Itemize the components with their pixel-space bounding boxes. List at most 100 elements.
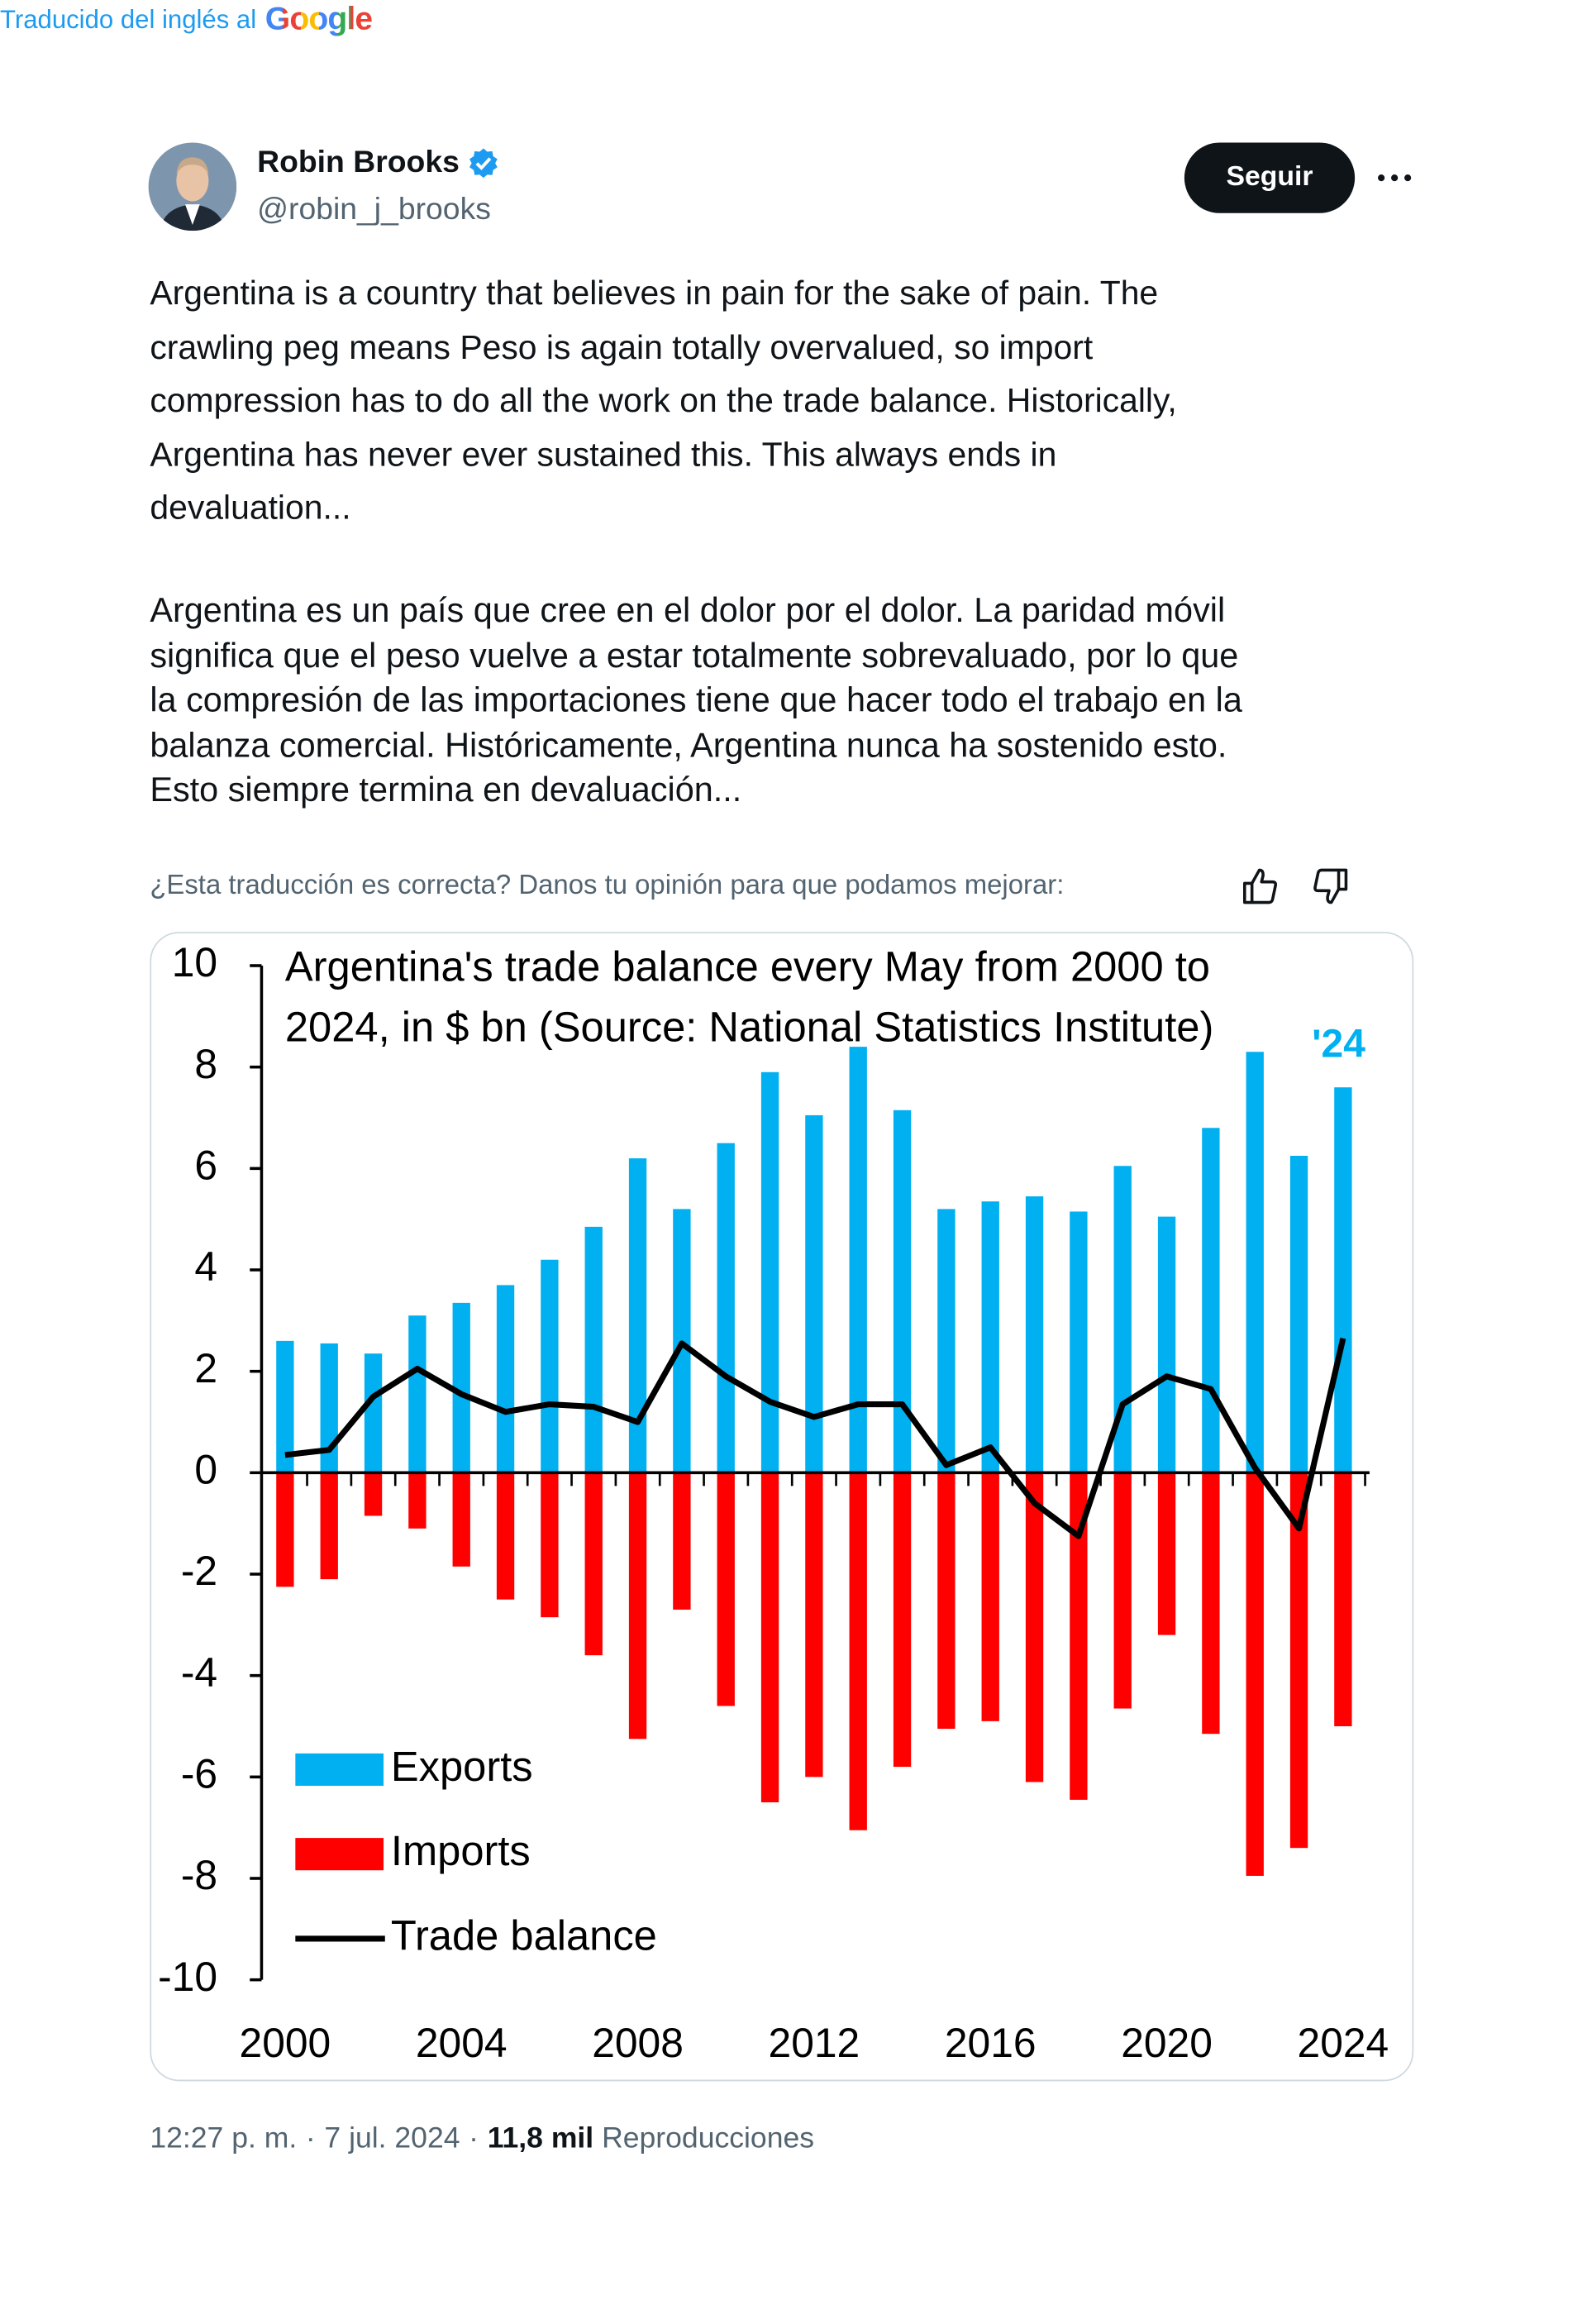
y-tick-label: -8 bbox=[181, 1852, 217, 1898]
bar bbox=[628, 1472, 647, 1739]
bar bbox=[1202, 1472, 1220, 1735]
bar bbox=[276, 1340, 294, 1473]
text-line: compression has to do all the work on th… bbox=[150, 380, 1177, 419]
legend-label: Imports bbox=[391, 1827, 531, 1874]
author-name-text[interactable]: Robin Brooks bbox=[257, 146, 460, 179]
avatar[interactable] bbox=[148, 142, 237, 231]
feedback-buttons bbox=[1243, 868, 1348, 904]
bar bbox=[937, 1472, 956, 1730]
bar bbox=[1070, 1472, 1088, 1800]
chart-title: Argentina's trade balance every May from… bbox=[285, 943, 1210, 990]
bar bbox=[1157, 1472, 1176, 1635]
author-handle[interactable]: @robin_j_brooks bbox=[257, 192, 491, 227]
bar bbox=[408, 1315, 427, 1473]
text-line: balanza comercial. Históricamente, Argen… bbox=[150, 725, 1227, 764]
y-tick-label: 8 bbox=[194, 1041, 217, 1087]
legend-swatch bbox=[295, 1838, 384, 1871]
bar bbox=[452, 1472, 470, 1567]
bar bbox=[1289, 1156, 1308, 1473]
bar bbox=[805, 1114, 823, 1473]
bar bbox=[541, 1472, 559, 1618]
translation-provider: Google bbox=[264, 0, 373, 37]
x-tick-label: 2008 bbox=[592, 2020, 684, 2066]
bar bbox=[276, 1472, 294, 1587]
follow-button[interactable]: Seguir bbox=[1184, 142, 1356, 213]
bar bbox=[1113, 1166, 1132, 1473]
translated-text: Argentina es un país que cree en el dolo… bbox=[150, 588, 1242, 812]
bar bbox=[1025, 1196, 1044, 1473]
bar bbox=[1025, 1472, 1044, 1782]
y-tick-label: 4 bbox=[194, 1243, 217, 1290]
tweet-text: Argentina is a country that believes in … bbox=[150, 266, 1176, 534]
bar bbox=[1289, 1472, 1308, 1849]
feedback-prompt: ¿Esta traducción es correcta? Danos tu o… bbox=[150, 868, 1065, 900]
y-tick-label: -2 bbox=[181, 1548, 217, 1594]
bar bbox=[1246, 1052, 1264, 1473]
x-tick-label: 2020 bbox=[1121, 2020, 1213, 2066]
bar bbox=[364, 1353, 383, 1473]
chart-title: 2024, in $ bn (Source: National Statisti… bbox=[285, 1004, 1213, 1051]
bar bbox=[937, 1209, 956, 1473]
text-line: significa que el peso vuelve a estar tot… bbox=[150, 635, 1239, 675]
line bbox=[284, 1337, 1346, 1539]
bar bbox=[541, 1259, 559, 1473]
chart: Argentina's trade balance every May from… bbox=[158, 939, 1389, 2066]
bar bbox=[717, 1472, 735, 1706]
separator: · bbox=[305, 2122, 316, 2155]
bar bbox=[717, 1143, 735, 1473]
thumbs-up[interactable] bbox=[1243, 868, 1278, 904]
text-line: devaluation... bbox=[150, 488, 351, 527]
bar bbox=[849, 1472, 867, 1830]
y-tick-label: 2 bbox=[194, 1345, 217, 1391]
bar bbox=[364, 1472, 383, 1516]
more-button[interactable] bbox=[1375, 168, 1413, 188]
bar bbox=[1334, 1087, 1352, 1473]
x-tick-label: 2004 bbox=[416, 2020, 508, 2066]
thumbs-down[interactable] bbox=[1313, 868, 1348, 904]
author-name[interactable]: Robin Brooks bbox=[257, 146, 499, 181]
x-tick-label: 2016 bbox=[945, 2020, 1037, 2066]
y-tick-label: 6 bbox=[194, 1142, 217, 1188]
bar bbox=[893, 1472, 912, 1768]
verified-badge bbox=[469, 148, 498, 179]
tweet-meta: 12:27 p. m. · 7 jul. 2024 · 11,8 mil Rep… bbox=[150, 2122, 814, 2156]
bar bbox=[849, 1047, 867, 1473]
views-count: 11,8 mil bbox=[487, 2122, 594, 2155]
bar bbox=[1070, 1211, 1088, 1473]
text-line: la compresión de las importaciones tiene… bbox=[150, 680, 1242, 719]
bar bbox=[760, 1472, 779, 1803]
annotation: '24 bbox=[1312, 1022, 1365, 1066]
y-tick-label: -10 bbox=[158, 1954, 217, 2000]
bar bbox=[584, 1226, 603, 1473]
text-line: Esto siempre termina en devaluación... bbox=[150, 770, 742, 809]
bar bbox=[1113, 1472, 1132, 1709]
translation-note-text: Traducido del inglés al bbox=[0, 3, 257, 34]
bar bbox=[981, 1472, 999, 1721]
bar bbox=[496, 1285, 515, 1473]
text-line: crawling peg means Peso is again totally… bbox=[150, 327, 1094, 365]
time[interactable]: 12:27 p. m. bbox=[150, 2122, 298, 2155]
legend-swatch bbox=[295, 1753, 384, 1787]
x-tick-label: 2024 bbox=[1298, 2020, 1389, 2066]
y-tick-label: -6 bbox=[181, 1750, 217, 1797]
bar bbox=[452, 1302, 470, 1473]
bar bbox=[673, 1472, 691, 1610]
bar bbox=[760, 1071, 779, 1473]
bar bbox=[1202, 1128, 1220, 1473]
bar bbox=[893, 1110, 912, 1473]
bar bbox=[584, 1472, 603, 1656]
x-tick-label: 2000 bbox=[240, 2020, 331, 2066]
bar bbox=[1334, 1472, 1352, 1727]
text-line: Argentina is a country that believes in … bbox=[150, 273, 1159, 312]
y-tick-label: -4 bbox=[181, 1649, 217, 1696]
text-line: Argentina has never ever sustained this.… bbox=[150, 434, 1057, 473]
legend-label: Trade balance bbox=[391, 1911, 657, 1959]
media-card[interactable] bbox=[150, 932, 1414, 2082]
y-tick-label: 0 bbox=[194, 1446, 217, 1492]
date[interactable]: 7 jul. 2024 bbox=[324, 2122, 460, 2155]
bar bbox=[805, 1472, 823, 1778]
views-label: Reproducciones bbox=[602, 2122, 815, 2155]
y-tick-label: 10 bbox=[172, 939, 217, 985]
